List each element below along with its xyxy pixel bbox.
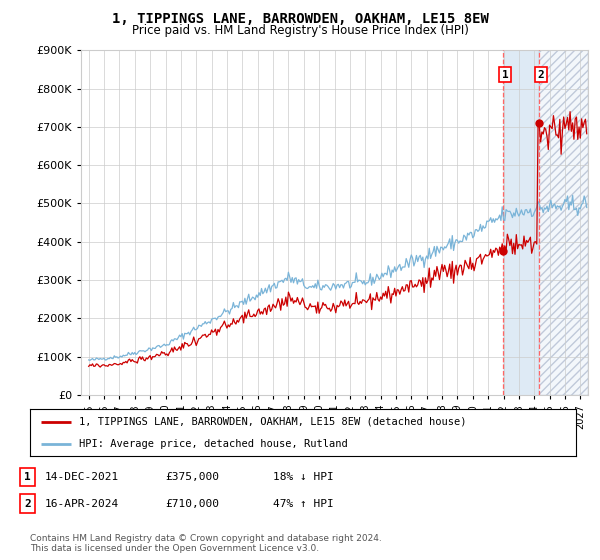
Text: £710,000: £710,000 <box>165 499 219 509</box>
Bar <box>539 50 588 395</box>
Text: £375,000: £375,000 <box>165 472 219 482</box>
Text: 14-DEC-2021: 14-DEC-2021 <box>45 472 119 482</box>
Bar <box>539 50 588 395</box>
Text: 18% ↓ HPI: 18% ↓ HPI <box>273 472 334 482</box>
Text: 2: 2 <box>538 69 544 80</box>
Bar <box>539 50 588 395</box>
Bar <box>503 50 539 395</box>
Text: Price paid vs. HM Land Registry's House Price Index (HPI): Price paid vs. HM Land Registry's House … <box>131 24 469 37</box>
Text: 1: 1 <box>502 69 509 80</box>
Text: 1, TIPPINGS LANE, BARROWDEN, OAKHAM, LE15 8EW (detached house): 1, TIPPINGS LANE, BARROWDEN, OAKHAM, LE1… <box>79 417 467 427</box>
Text: 47% ↑ HPI: 47% ↑ HPI <box>273 499 334 509</box>
Text: 1, TIPPINGS LANE, BARROWDEN, OAKHAM, LE15 8EW: 1, TIPPINGS LANE, BARROWDEN, OAKHAM, LE1… <box>112 12 488 26</box>
Text: Contains HM Land Registry data © Crown copyright and database right 2024.
This d: Contains HM Land Registry data © Crown c… <box>30 534 382 553</box>
Text: HPI: Average price, detached house, Rutland: HPI: Average price, detached house, Rutl… <box>79 438 348 449</box>
Text: 16-APR-2024: 16-APR-2024 <box>45 499 119 509</box>
Text: 2: 2 <box>24 499 31 509</box>
Text: 1: 1 <box>24 472 31 482</box>
